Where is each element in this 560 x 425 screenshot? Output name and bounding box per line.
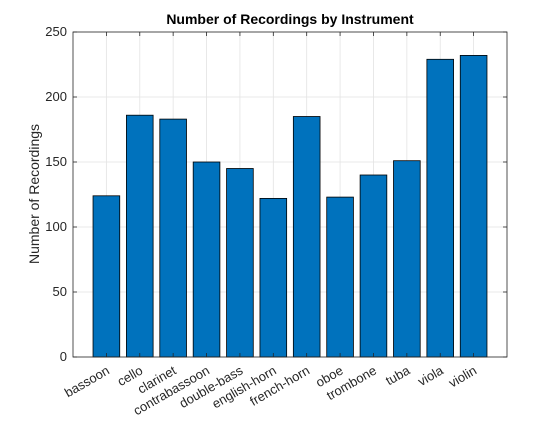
y-tick-label: 100: [45, 219, 67, 234]
y-tick-label: 50: [53, 284, 67, 299]
y-tick-label: 150: [45, 154, 67, 169]
y-tick-label: 200: [45, 89, 67, 104]
bar-bassoon: [92, 195, 121, 358]
bar-tuba: [393, 160, 421, 358]
y-tick-label: 250: [45, 24, 67, 39]
bar-french-horn: [292, 116, 321, 358]
bar-english-horn: [259, 197, 288, 358]
bar-clarinet: [159, 118, 187, 358]
bar-double-bass: [226, 168, 254, 358]
bar-oboe: [326, 196, 354, 358]
bars: [92, 55, 488, 358]
plot-area-border: [72, 31, 508, 358]
bar-contrabassoon: [192, 161, 221, 358]
y-axis-label: Number of Recordings: [26, 124, 42, 264]
y-tick-label: 0: [60, 349, 67, 364]
bar-viola: [426, 58, 454, 358]
bar-cello: [126, 114, 154, 358]
chart-title: Number of Recordings by Instrument: [166, 11, 414, 27]
bar-trombone: [359, 174, 388, 358]
bar-violin: [459, 55, 488, 358]
